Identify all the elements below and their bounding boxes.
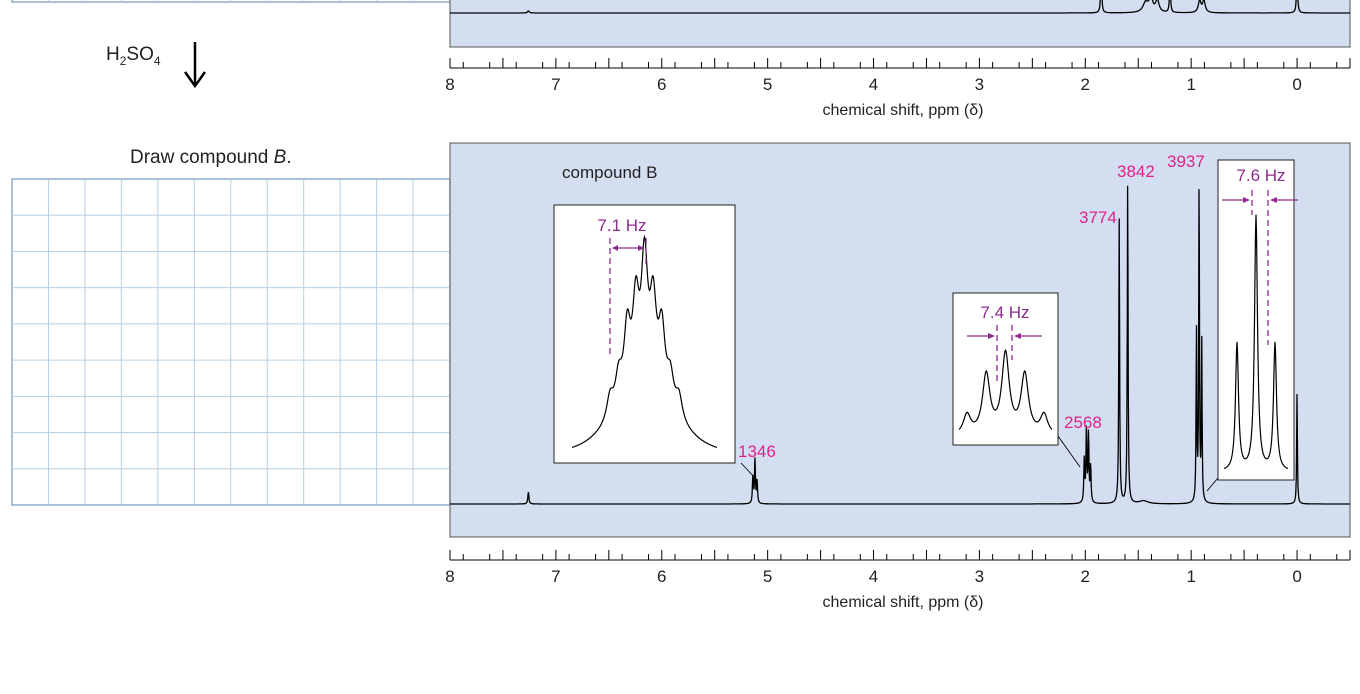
- upper-spectrum-panel: [449, 0, 1351, 48]
- coupling-label: 7.1 Hz: [597, 216, 646, 235]
- tick-label: 3: [975, 567, 984, 586]
- draw-prompt: Draw compound B.: [130, 147, 292, 168]
- tick-label: 4: [869, 567, 878, 586]
- tick-label: 3: [975, 75, 984, 94]
- tick-label: 8: [445, 567, 454, 586]
- drawing-grid[interactable]: [10, 177, 488, 507]
- spectrum-title: compound B: [562, 163, 657, 182]
- tick-label: 1: [1186, 75, 1195, 94]
- inset-box: [553, 204, 736, 464]
- integral-label: 2568: [1064, 413, 1102, 432]
- coupling-arrowhead: [988, 333, 995, 339]
- upper-spectrum: 8 7 6 5 4 3 2 1 0 chemical shift, ppm (δ): [445, 0, 1351, 119]
- coupling-label: 7.4 Hz: [980, 303, 1029, 322]
- inset-trace: [958, 348, 1053, 430]
- coupling-arrowhead: [1243, 197, 1250, 203]
- integral-label: 3937: [1167, 152, 1205, 171]
- reaction-arrow: [183, 42, 207, 89]
- inset-trace: [1223, 214, 1289, 470]
- integral-label: 1346: [738, 442, 776, 461]
- upper-spectrum-trace: [450, 0, 1350, 14]
- coupling-arrowhead: [1014, 333, 1021, 339]
- tick-label: 1: [1186, 567, 1195, 586]
- lower-axis-title: chemical shift, ppm (δ): [823, 594, 984, 611]
- grid-frame: [11, 178, 487, 506]
- spectrum-trace: [450, 185, 1350, 505]
- inset-trace: [571, 234, 718, 448]
- inset-leader: [1057, 435, 1081, 468]
- coupling-arrowhead: [612, 245, 618, 251]
- tick-label: 0: [1292, 567, 1301, 586]
- tick-label: 6: [657, 75, 666, 94]
- tick-label: 8: [445, 75, 454, 94]
- tick-label: 5: [763, 75, 772, 94]
- tick-label: 4: [869, 75, 878, 94]
- coupling-label: 7.6 Hz: [1236, 166, 1285, 185]
- tick-label: 6: [657, 567, 666, 586]
- tick-label: 2: [1081, 75, 1090, 94]
- inset-leader: [740, 462, 758, 481]
- tick-label: 7: [551, 567, 560, 586]
- coupling-arrowhead: [1270, 197, 1277, 203]
- coupling-arrowhead: [638, 245, 644, 251]
- tick-label: 5: [763, 567, 772, 586]
- reagent-label: H2SO4: [106, 44, 161, 68]
- tick-label: 7: [551, 75, 560, 94]
- tick-label: 0: [1292, 75, 1301, 94]
- inset-box: [1217, 159, 1295, 481]
- inset-leader: [1206, 477, 1219, 492]
- integral-label: 3842: [1117, 162, 1155, 181]
- integral-label: 3774: [1079, 208, 1117, 227]
- inset-box: [952, 292, 1059, 446]
- upper-axis-title: chemical shift, ppm (δ): [823, 102, 984, 119]
- tick-label: 2: [1081, 567, 1090, 586]
